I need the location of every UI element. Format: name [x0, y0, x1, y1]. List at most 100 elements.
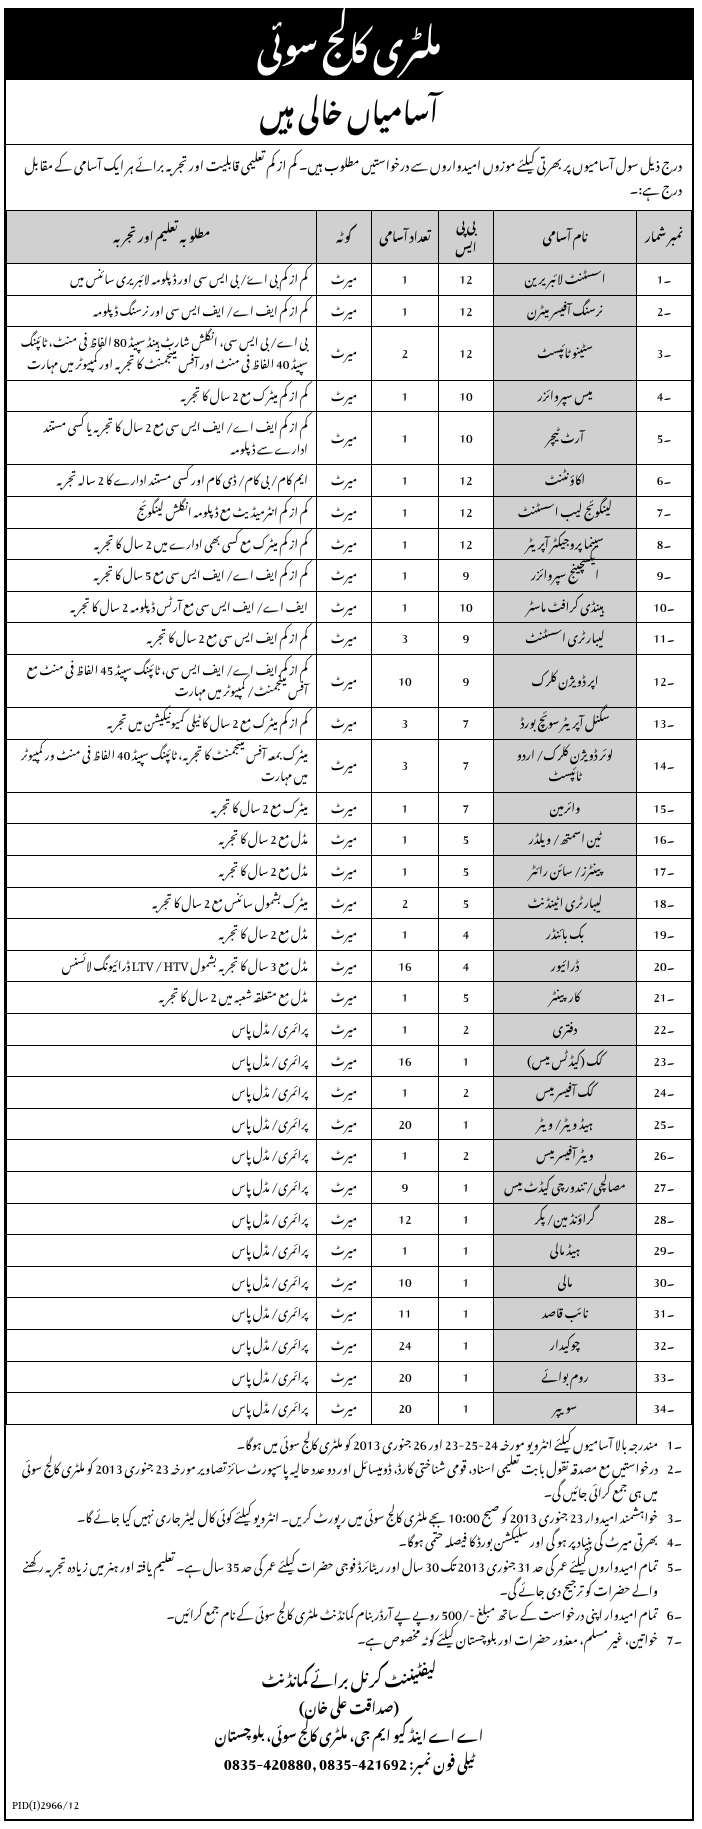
cell-qual: کم از کم میٹرک مع کسی بھی ادارے میں 2 سا…: [7, 528, 317, 560]
cell-qual: پرائمری/ مڈل پاس: [7, 1140, 317, 1172]
cell-post: کک آفیسر میس: [494, 1077, 637, 1109]
notes-block: ۔1مندرجہ بالا آسامیوں کیلئے انٹرویو مورخ…: [6, 1425, 692, 1658]
note-number: ۔5: [664, 1553, 682, 1602]
cell-post: ٹین اسمتھ/ ویلڈر: [494, 824, 637, 856]
note-row: ۔2درخواستیں مع مصدقہ نقول بابت تعلیمی اس…: [16, 1455, 682, 1504]
header-subtitle: آسامیاں خالی ہیں: [6, 80, 692, 145]
cell-qual: پرائمری/ مڈل پاس: [7, 1014, 317, 1046]
note-number: ۔4: [664, 1528, 682, 1552]
cell-sr: ۔14: [637, 739, 692, 792]
cell-post: وائرمین: [494, 792, 637, 824]
cell-quota: میرٹ: [317, 380, 372, 412]
table-row: ۔26ویٹر آفیسر میس21میرٹپرائمری/ مڈل پاس: [7, 1140, 692, 1172]
cell-sr: ۔6: [637, 465, 692, 497]
cell-qual: کم از کم ایف اے/ ایف ایس سی، ٹائپنگ سپیڈ…: [7, 654, 317, 707]
cell-post: مصالچی/ تندورچی کیڈٹ میس: [494, 1171, 637, 1203]
cell-qual: میٹرک بشمول سائنس مع 2 سال کا تجربہ: [7, 887, 317, 919]
cell-qual: ایم کام/ بی کام/ ڈی کام اور کسی مستند اد…: [7, 465, 317, 497]
cell-sr: ۔31: [637, 1298, 692, 1330]
note-text: درخواستیں مع مصدقہ نقول بابت تعلیمی اسنا…: [16, 1455, 658, 1504]
cell-vac: 1: [372, 496, 439, 528]
cell-sr: ۔11: [637, 623, 692, 655]
cell-qual: کم از کم بی اےٗ/ بی ایس سی اور ڈپلومہ لا…: [7, 264, 317, 296]
cell-qual: کم از کم میٹرک مع 2 سال کا ٹیلی کمیونیکی…: [7, 708, 317, 740]
cell-post: لیبارٹری اسسٹنٹ: [494, 623, 637, 655]
cell-sr: ۔1: [637, 264, 692, 296]
cell-qual: مڈل مع 3 سال کا تجربہ بشمول LTV / HTV ڈر…: [7, 950, 317, 982]
cell-quota: میرٹ: [317, 950, 372, 982]
th-quota: کوٹہ: [317, 210, 372, 263]
table-row: ۔29ہیڈ مالی11میرٹپرائمری/ مڈل پاس: [7, 1235, 692, 1267]
cell-quota: میرٹ: [317, 1171, 372, 1203]
cell-post: گراؤنڈ مین/ پکر: [494, 1203, 637, 1235]
note-row: ۔6تمام امیدوار اپنی درخواست کے ساتھ مبلغ…: [16, 1601, 682, 1625]
cell-post: بک بائنڈر: [494, 919, 637, 951]
footer-block: لیفٹیننٹ کرنل برائے کمانڈنٹ (صداقت علی خ…: [6, 1658, 692, 1790]
table-row: ۔34سویپر120میرٹپرائمری/ مڈل پاس: [7, 1393, 692, 1425]
cell-bps: 1: [439, 1108, 494, 1140]
cell-quota: میرٹ: [317, 708, 372, 740]
cell-post: مالی: [494, 1266, 637, 1298]
cell-bps: 12: [439, 528, 494, 560]
cell-vac: 10: [372, 654, 439, 707]
cell-post: نرسنگ آفیسر میٹرن: [494, 295, 637, 327]
cell-sr: ۔5: [637, 412, 692, 465]
table-row: ۔13سگنل آپریٹر سوئچ بورڈ73میرٹکم از کم م…: [7, 708, 692, 740]
cell-sr: ۔20: [637, 950, 692, 982]
cell-bps: 12: [439, 465, 494, 497]
cell-quota: میرٹ: [317, 528, 372, 560]
cell-bps: 12: [439, 327, 494, 380]
cell-quota: میرٹ: [317, 739, 372, 792]
table-row: ۔8سینما پروجیکٹر آپریٹر121میرٹکم از کم م…: [7, 528, 692, 560]
cell-quota: میرٹ: [317, 654, 372, 707]
cell-post: لوئر ڈویژن کلرک/ اردو ٹائپسٹ: [494, 739, 637, 792]
cell-post: روم بوائے: [494, 1361, 637, 1393]
cell-qual: کم از کم انٹرمیڈیٹ مع ڈپلومہ انگلش لینگو…: [7, 496, 317, 528]
table-row: ۔28گراؤنڈ مین/ پکر112میرٹپرائمری/ مڈل پا…: [7, 1203, 692, 1235]
jobs-table: نمبر شمار نام آسامی بی پی ایس تعداد آسام…: [6, 210, 692, 1425]
cell-sr: ۔3: [637, 327, 692, 380]
cell-bps: 9: [439, 654, 494, 707]
note-text: تمام امیدواروں کیلئے عمر کی حد 31 جنوری …: [16, 1553, 658, 1602]
cell-qual: مڈل مع 2 سال کا تجربہ: [7, 919, 317, 951]
cell-quota: میرٹ: [317, 295, 372, 327]
cell-qual: پرائمری/ مڈل پاس: [7, 1077, 317, 1109]
note-number: ۔7: [664, 1626, 682, 1650]
cell-vac: 3: [372, 623, 439, 655]
table-row: ۔11لیبارٹری اسسٹنٹ93میرٹکم از کم ایف ایس…: [7, 623, 692, 655]
cell-quota: میرٹ: [317, 412, 372, 465]
signature-name: (صداقت علی خان): [6, 1692, 692, 1720]
cell-vac: 1: [372, 824, 439, 856]
cell-bps: 9: [439, 623, 494, 655]
cell-sr: ۔22: [637, 1014, 692, 1046]
cell-bps: 7: [439, 792, 494, 824]
table-row: ۔27مصالچی/ تندورچی کیڈٹ میس19میرٹپرائمری…: [7, 1171, 692, 1203]
cell-quota: میرٹ: [317, 1266, 372, 1298]
table-row: ۔24کک آفیسر میس21میرٹپرائمری/ مڈل پاس: [7, 1077, 692, 1109]
cell-vac: 1: [372, 856, 439, 888]
cell-post: کارپینٹر: [494, 982, 637, 1014]
cell-qual: پرائمری/ مڈل پاس: [7, 1171, 317, 1203]
cell-bps: 5: [439, 824, 494, 856]
cell-post: ڈرائیور: [494, 950, 637, 982]
cell-sr: ۔23: [637, 1045, 692, 1077]
cell-bps: 7: [439, 708, 494, 740]
cell-vac: 12: [372, 1203, 439, 1235]
cell-quota: میرٹ: [317, 1077, 372, 1109]
table-row: ۔3سٹینو ٹائپسٹ122میرٹبی اے/ بی ایس سی، ا…: [7, 327, 692, 380]
cell-post: اسسٹنٹ لائبریرین: [494, 264, 637, 296]
cell-vac: 1: [372, 1077, 439, 1109]
cell-vac: 20: [372, 1393, 439, 1425]
cell-bps: 5: [439, 982, 494, 1014]
cell-qual: مڈل مع متعلقہ شعبہ میں 2 سال کا تجربہ: [7, 982, 317, 1014]
cell-qual: مڈل مع 2 سال کا تجربہ: [7, 824, 317, 856]
cell-vac: 1: [372, 264, 439, 296]
cell-post: سٹینو ٹائپسٹ: [494, 327, 637, 380]
table-row: ۔33روم بوائے120میرٹپرائمری/ مڈل پاس: [7, 1361, 692, 1393]
cell-post: ویٹر آفیسر میس: [494, 1140, 637, 1172]
cell-vac: 1: [372, 412, 439, 465]
table-row: ۔4میس سپروائزر101میرٹکم از کم میٹرک مع 2…: [7, 380, 692, 412]
cell-bps: 12: [439, 264, 494, 296]
table-row: ۔18لیبارٹری اٹینڈنٹ52میرٹمیٹرک بشمول سائ…: [7, 887, 692, 919]
cell-post: ایکسچینج سپروائزر: [494, 560, 637, 592]
